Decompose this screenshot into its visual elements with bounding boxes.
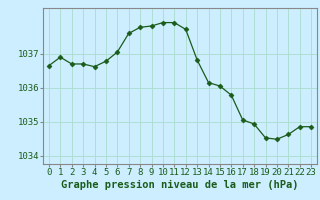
X-axis label: Graphe pression niveau de la mer (hPa): Graphe pression niveau de la mer (hPa): [61, 180, 299, 190]
